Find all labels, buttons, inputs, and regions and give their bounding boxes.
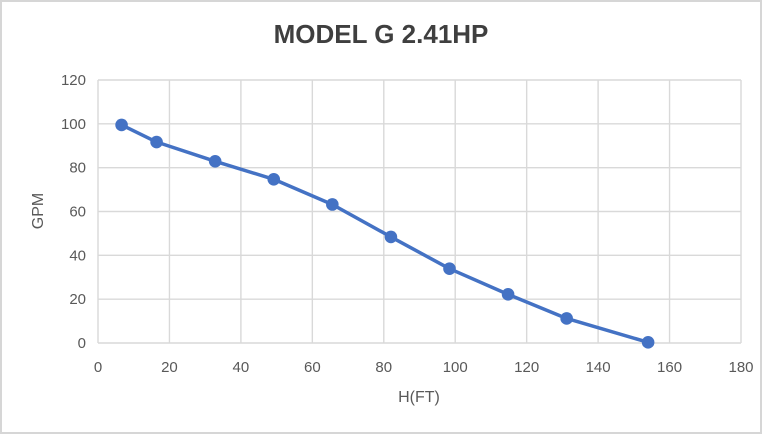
y-tick-label: 0 [78,335,86,352]
x-tick-label: 100 [443,359,468,376]
data-point-marker [326,198,339,211]
y-tick-label: 40 [69,247,86,264]
x-tick-label: 60 [304,359,321,376]
x-tick-label: 40 [233,359,250,376]
y-axis-title: GPM [30,192,47,230]
x-axis-title: H(FT) [398,389,440,406]
x-tick-label: 20 [161,359,178,376]
data-point-marker [267,172,281,186]
data-point-marker [443,262,456,276]
x-tick-label: 0 [94,359,102,376]
chart-title: MODEL G 2.41HP [273,19,489,49]
y-tick-label: 120 [61,72,86,89]
data-point-marker [560,312,573,325]
x-tick-label: 160 [657,359,682,376]
series-line [119,123,650,345]
x-tick-label: 120 [514,359,539,376]
data-point-marker [501,288,515,301]
y-tick-label: 80 [69,160,86,177]
y-tick-label: 60 [69,204,86,221]
data-point-marker [208,155,222,168]
data-point-marker [115,118,128,132]
data-point-marker [384,230,398,244]
data-point-marker [150,135,163,149]
y-tick-label: 20 [69,291,86,308]
x-tick-label: 140 [586,359,611,376]
y-tick-label: 100 [61,116,86,133]
x-tick-label: 180 [728,359,753,376]
x-tick-label: 80 [375,359,392,376]
data-point-marker [641,336,655,349]
